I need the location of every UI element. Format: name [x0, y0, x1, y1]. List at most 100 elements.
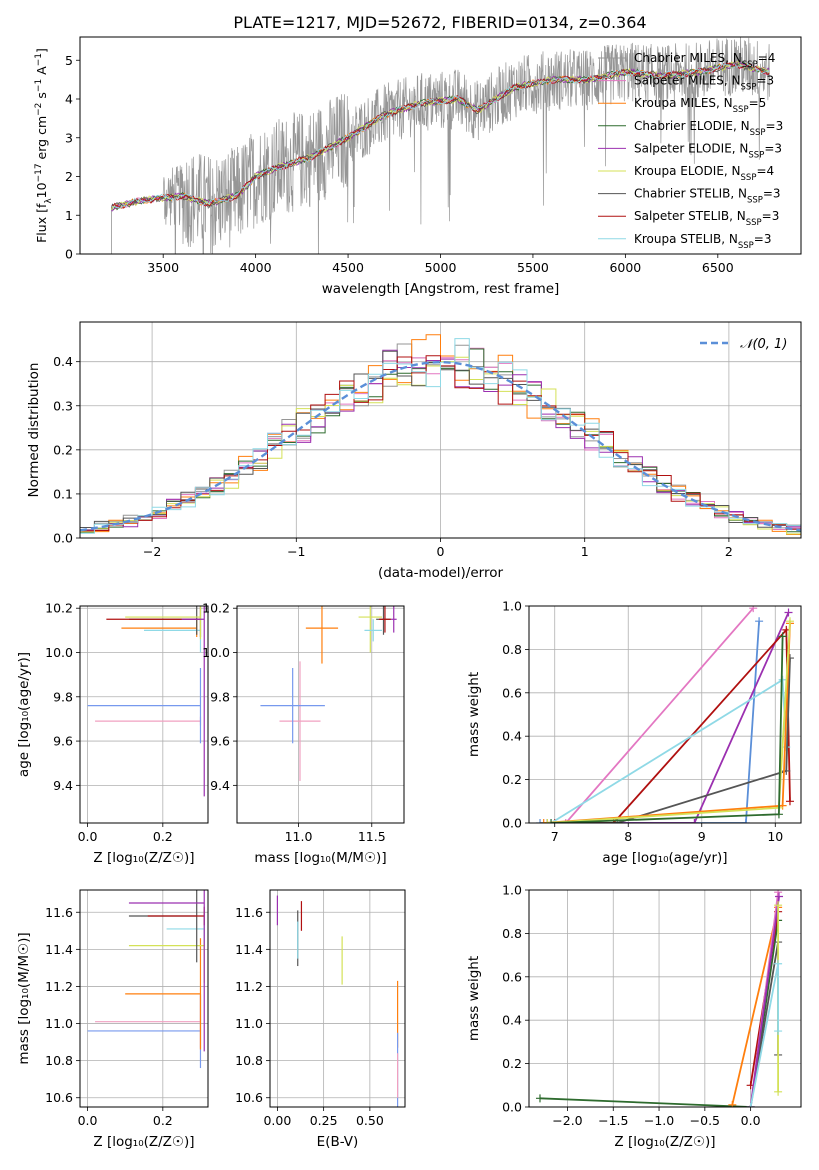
- age_vs_Z-points: [87, 606, 205, 797]
- x-axis-label: age [log₁₀(age/yr)]: [602, 850, 727, 866]
- legend-label-main: Kroupa ELODIE, N: [634, 164, 741, 178]
- y-tick-label: 11.0: [235, 1016, 263, 1031]
- y-tick-label: 0.4: [502, 1013, 522, 1028]
- spectrum-model-line: [111, 61, 770, 210]
- y-axis-label-mass_vs_Z: mass [log₁₀(M/M☉)]: [16, 932, 32, 1064]
- weight-point-marker: [749, 606, 758, 613]
- y-tick-label: 0.0: [502, 816, 522, 831]
- legend-label-sub: SSP: [750, 128, 766, 138]
- weight-point-marker: [536, 819, 545, 823]
- x-axis-label: Z [log₁₀(Z/Z☉)]: [614, 1134, 715, 1150]
- ylabel-part: −17: [34, 163, 44, 182]
- weight-series-line: [539, 920, 779, 1107]
- legend-label-main: Chabrier STELIB, N: [634, 187, 747, 201]
- y-tick-label: 0.6: [502, 685, 522, 700]
- weight-point-marker: [774, 959, 783, 968]
- weight-series-line: [547, 658, 791, 823]
- weight-series-line: [749, 896, 780, 1107]
- axes-age_vs_mass: 11.0 11.5 9.4 9.6 9.8 10.0 10.2 mass [log₁₀(M/M…: [202, 601, 405, 866]
- legend-label-main: Kroupa MILES, N: [634, 96, 733, 110]
- legend-label-tail: =4: [758, 51, 776, 65]
- y-tick-label: 5: [65, 53, 73, 68]
- y-tick-label: 11.4: [45, 942, 73, 957]
- legend-label-tail: =3: [763, 187, 781, 201]
- x-tick-label: 2: [725, 544, 733, 559]
- x-axis-label: wavelength [Angstrom, rest frame]: [322, 281, 560, 297]
- x-tick-label: 5500: [517, 260, 549, 275]
- legend-label-sub: SSP: [733, 105, 749, 115]
- y-tick-label: 10.6: [235, 1090, 263, 1105]
- x-tick-label: 5000: [425, 260, 457, 275]
- legend-label: 𝒩(0, 1): [740, 337, 787, 352]
- x-tick-label: 6500: [702, 260, 734, 275]
- weight-point-marker: [785, 617, 794, 626]
- legend-label-sub: SSP: [748, 150, 764, 160]
- y-tick-label: 0: [65, 247, 73, 262]
- weight-point-marker: [539, 819, 548, 823]
- y-tick-label: 1: [65, 208, 73, 223]
- y-tick-label: 9.8: [53, 689, 73, 704]
- legend-label-main: Salpeter ELODIE, N: [634, 141, 748, 155]
- weight-series-line: [565, 607, 754, 823]
- legend-label-sub: SSP: [741, 173, 757, 183]
- weight-series-line: [540, 621, 760, 823]
- y-tick-label: 10.0: [45, 645, 73, 660]
- ylabel-part: Flux [f: [34, 203, 49, 243]
- y-tick-label: 10.6: [45, 1090, 73, 1105]
- legend-label-main: Kroupa STELIB, N: [634, 232, 738, 246]
- histogram-data: [80, 334, 801, 538]
- weight-series-line: [547, 621, 791, 823]
- axes-frame: [79, 605, 209, 824]
- legend-label-tail: =3: [756, 74, 774, 88]
- x-tick-label: 8: [624, 829, 632, 844]
- x-tick-label: 0.0: [78, 829, 98, 844]
- weight-point-marker: [774, 810, 783, 819]
- legend-label-sub: SSP: [742, 60, 758, 70]
- x-tick-label: 6000: [609, 260, 641, 275]
- ylabel-part: −2: [34, 103, 44, 116]
- weight-series-line: [731, 907, 779, 1106]
- legend-label-sub: SSP: [747, 196, 763, 206]
- ylabel-part: λ: [44, 198, 54, 204]
- x-tick-label: −1.5: [598, 1113, 628, 1128]
- legend-label-tail: =5: [749, 96, 767, 110]
- x-tick-label: 3500: [147, 260, 179, 275]
- y-tick-label: 11.2: [235, 979, 263, 994]
- y-tick-label: 0.8: [502, 926, 522, 941]
- axes-frame: [528, 889, 802, 1108]
- axes-mass_vs_ebv: 0.00 0.25 0.50 10.6 10.8 11.0 11.2 11.4 11.6 E(B-…: [235, 889, 406, 1150]
- legend-label-main: Salpeter STELIB, N: [634, 209, 746, 223]
- x-tick-label: 0.2: [153, 829, 173, 844]
- x-tick-label: 4000: [240, 260, 272, 275]
- weight-series-line: [749, 963, 779, 1107]
- x-tick-label: 0.00: [263, 1113, 291, 1128]
- weight-point-marker: [690, 819, 699, 823]
- y-tick-label: 10.8: [45, 1053, 73, 1068]
- mass_vs_Z-points: [87, 890, 205, 1069]
- x-tick-label: 0.25: [310, 1113, 338, 1128]
- weight-point-marker: [785, 797, 794, 806]
- histogram-series: [80, 338, 801, 538]
- y-tick-label: 0.4: [502, 729, 522, 744]
- x-tick-label: 1: [581, 544, 589, 559]
- legend-label: Kroupa STELIB, NSSP=3: [634, 232, 772, 251]
- y-tick-label: 1.0: [502, 883, 522, 898]
- gaussian-curve: [80, 360, 801, 532]
- x-tick-label: −1.0: [644, 1113, 674, 1128]
- x-axis-label: Z [log₁₀(Z/Z☉)]: [93, 1134, 194, 1150]
- axes-frame: [236, 605, 405, 824]
- y-tick-label: 2: [65, 169, 73, 184]
- x-tick-label: 0.2: [153, 1113, 173, 1128]
- weight-point-marker: [755, 617, 764, 626]
- weight-point-marker: [535, 1094, 544, 1103]
- y-tick-label: 11.4: [235, 942, 263, 957]
- y-tick-label: 11.2: [45, 979, 73, 994]
- legend-label: Kroupa MILES, NSSP=5: [634, 96, 766, 115]
- weight-point-marker: [746, 1103, 755, 1107]
- y-tick-label: 1.0: [502, 599, 522, 614]
- axes-weight_vs_Z: −2.0 −1.5 −1.0 −0.5 0.0 0.0 0.2 0.4 0.6 0.8 1.0 Z […: [502, 883, 802, 1150]
- y-tick-label: 3: [65, 130, 73, 145]
- x-tick-label: 7: [551, 829, 559, 844]
- y-tick-label: 0.2: [502, 772, 522, 787]
